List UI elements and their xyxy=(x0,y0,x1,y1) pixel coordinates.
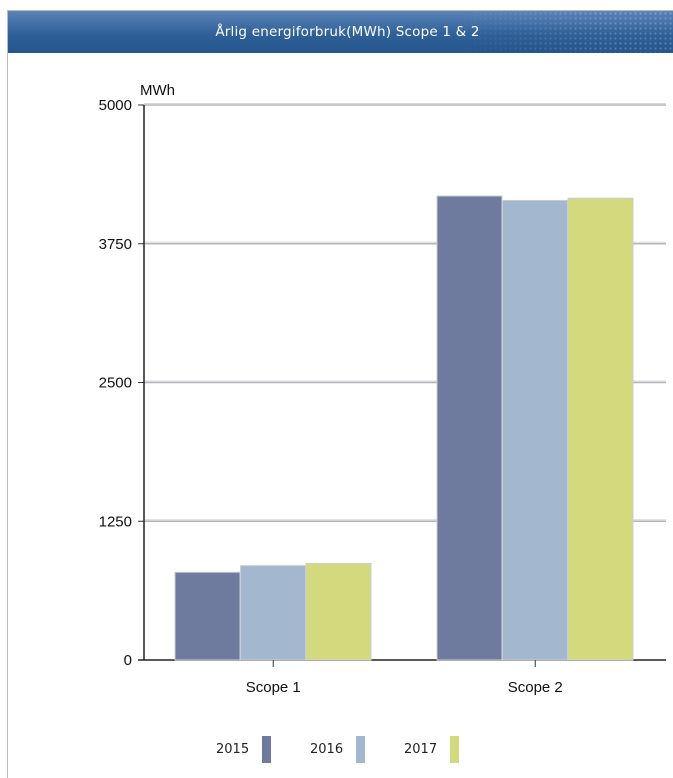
legend-label-2016: 2016 xyxy=(310,741,344,757)
y-tick-label: 2500 xyxy=(99,375,132,392)
y-tick-label: 1250 xyxy=(99,513,132,530)
legend-swatch-2016 xyxy=(356,735,366,763)
chart-legend: 2015 2016 2017 xyxy=(0,735,673,763)
legend-swatch-2017 xyxy=(450,735,460,763)
y-axis-label: MWh xyxy=(140,82,175,99)
legend-item-2016: 2016 xyxy=(310,735,366,763)
legend-label-2017: 2017 xyxy=(404,741,438,757)
bar-2016-scope-2 xyxy=(502,199,568,661)
bar-2017-scope-1 xyxy=(305,562,372,661)
bar-2016-scope-1 xyxy=(240,565,306,661)
chart-title-bar: Årlig energiforbruk(MWh) Scope 1 & 2 xyxy=(8,11,673,53)
bar-2017-scope-2 xyxy=(567,197,634,661)
bar-2015-scope-2 xyxy=(436,195,503,661)
y-tick-label: 5000 xyxy=(99,97,132,114)
legend-label-2015: 2015 xyxy=(216,741,250,757)
legend-item-2015: 2015 xyxy=(216,735,272,763)
chart-title: Årlig energiforbruk(MWh) Scope 1 & 2 xyxy=(215,24,480,40)
x-tick-label: Scope 1 xyxy=(246,679,301,696)
bar-2015-scope-1 xyxy=(174,571,241,661)
y-tick-label: 0 xyxy=(124,652,132,669)
y-tick-label: 3750 xyxy=(99,236,132,253)
x-tick-label: Scope 2 xyxy=(508,679,563,696)
legend-item-2017: 2017 xyxy=(404,735,460,763)
legend-swatch-2015 xyxy=(262,735,272,763)
